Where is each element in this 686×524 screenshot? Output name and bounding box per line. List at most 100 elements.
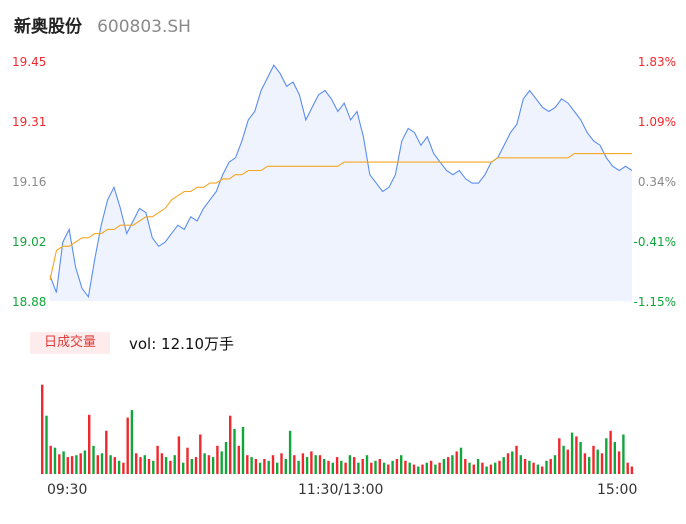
volume-bar xyxy=(237,445,240,474)
volume-bar xyxy=(549,459,552,474)
stock-name: 新奥股份 xyxy=(14,17,82,37)
volume-bar xyxy=(596,449,599,474)
volume-bar xyxy=(421,464,424,474)
volume-bar xyxy=(199,434,202,474)
volume-bar xyxy=(41,384,44,474)
volume-bar xyxy=(318,455,322,474)
volume-bar xyxy=(130,410,134,474)
volume-bar xyxy=(152,460,155,474)
volume-bar xyxy=(485,466,488,474)
volume-bar xyxy=(515,445,518,474)
volume-bar xyxy=(113,457,116,474)
y-tick-right: 0.34% xyxy=(637,175,676,189)
volume-bar xyxy=(323,459,326,474)
stock-code: 600803.SH xyxy=(97,17,191,37)
volume-bar xyxy=(489,464,493,474)
volume-bar xyxy=(566,449,569,474)
volume-bar xyxy=(400,455,403,474)
volume-bar xyxy=(246,455,249,474)
volume-bar xyxy=(126,417,129,474)
volume-bar xyxy=(250,457,253,474)
volume-bar xyxy=(378,459,381,474)
volume-bar xyxy=(532,462,535,474)
volume-bar xyxy=(276,462,279,474)
volume-bar xyxy=(600,453,604,474)
volume-bar xyxy=(459,447,463,474)
volume-bar xyxy=(96,455,99,474)
volume-bar xyxy=(357,462,360,474)
volume-bar xyxy=(284,459,287,474)
volume-bar xyxy=(207,455,211,474)
volume-bar xyxy=(464,459,467,474)
volume-bar xyxy=(100,453,104,474)
y-tick-right: -0.41% xyxy=(633,235,676,249)
volume-bar xyxy=(605,438,608,474)
volume-bar xyxy=(288,430,292,474)
volume-bar xyxy=(109,455,112,474)
volume-bar xyxy=(472,464,475,474)
volume-bar xyxy=(58,454,61,474)
volume-bar xyxy=(404,460,407,474)
volume-bar xyxy=(220,451,223,474)
volume-bar xyxy=(528,460,531,474)
volume-bar xyxy=(335,457,339,474)
volume-bar xyxy=(139,457,142,474)
volume-bar xyxy=(194,457,198,474)
volume-bar xyxy=(216,445,219,474)
volume-bar xyxy=(310,451,313,474)
volume-bar xyxy=(391,460,394,474)
y-tick-left: 18.88 xyxy=(12,295,47,309)
volume-bar xyxy=(545,460,548,474)
volume-bar xyxy=(579,442,582,474)
volume-bar xyxy=(88,414,91,474)
volume-bar xyxy=(66,457,69,474)
y-tick-left: 19.31 xyxy=(12,115,47,129)
volume-bar xyxy=(280,453,283,474)
volume-bar xyxy=(438,462,441,474)
volume-bar xyxy=(588,457,591,474)
volume-bar xyxy=(626,462,629,474)
volume-bar xyxy=(241,427,245,474)
volume-bar xyxy=(511,451,514,474)
volume-bar xyxy=(271,455,275,474)
y-tick-left: 19.02 xyxy=(12,235,47,249)
volume-bar xyxy=(429,460,433,474)
volume-bar xyxy=(476,459,480,474)
volume-bar xyxy=(553,455,557,474)
y-tick-right: 1.83% xyxy=(637,55,676,69)
volume-bar xyxy=(147,459,151,474)
volume-bar xyxy=(169,460,172,474)
volume-bar xyxy=(481,462,484,474)
volume-value: vol: 12.10万手 xyxy=(129,335,234,353)
volume-bar xyxy=(506,453,510,474)
volume-bar xyxy=(62,451,65,474)
volume-bar xyxy=(45,415,48,474)
volume-bar xyxy=(211,457,215,474)
chart-header: 新奥股份 600803.SH xyxy=(14,12,191,40)
volume-bar xyxy=(263,459,266,474)
x-tick-midday: 11:30/13:00 xyxy=(298,482,384,498)
volume-bar xyxy=(79,453,82,474)
volume-bar xyxy=(498,460,501,474)
y-tick-right: -1.15% xyxy=(633,295,676,309)
price-area xyxy=(50,65,632,301)
volume-bar xyxy=(301,453,305,474)
volume-bar xyxy=(353,457,356,474)
volume-bar xyxy=(92,445,95,474)
volume-bar xyxy=(254,459,258,474)
volume-bar xyxy=(455,451,458,474)
volume-bar xyxy=(541,466,544,474)
volume-bar xyxy=(412,464,416,474)
volume-bar xyxy=(617,451,621,474)
volume-bar xyxy=(558,438,561,474)
volume-bar xyxy=(630,466,634,474)
volume-bar xyxy=(365,455,369,474)
volume-bar xyxy=(387,464,390,474)
volume-bar xyxy=(395,459,399,474)
volume-bar xyxy=(562,445,565,474)
volume-bar xyxy=(229,415,232,474)
volume-bar xyxy=(570,432,574,474)
price-chart xyxy=(49,64,633,301)
y-tick-left: 19.16 xyxy=(12,175,47,189)
